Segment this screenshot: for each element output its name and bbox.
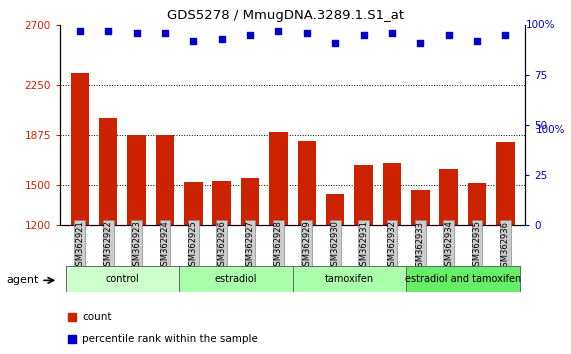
Text: GSM362925: GSM362925 <box>189 221 198 272</box>
Point <box>103 28 112 34</box>
Point <box>75 28 85 34</box>
Text: estradiol: estradiol <box>215 274 257 284</box>
Text: GSM362923: GSM362923 <box>132 221 141 272</box>
Text: GSM362921: GSM362921 <box>75 221 85 272</box>
Point <box>246 32 255 38</box>
Point <box>416 40 425 46</box>
Point <box>359 32 368 38</box>
Point <box>132 30 141 36</box>
Point <box>473 38 482 44</box>
Bar <box>297 141 316 225</box>
Bar <box>355 165 373 225</box>
Text: control: control <box>106 274 139 284</box>
FancyBboxPatch shape <box>406 266 520 292</box>
Text: GDS5278 / MmugDNA.3289.1.S1_at: GDS5278 / MmugDNA.3289.1.S1_at <box>167 9 404 22</box>
Text: GSM362922: GSM362922 <box>104 221 112 272</box>
Text: GSM362929: GSM362929 <box>302 221 311 272</box>
Bar <box>326 194 344 225</box>
Text: GSM362935: GSM362935 <box>473 221 481 272</box>
Bar <box>241 178 259 225</box>
Bar <box>411 190 429 225</box>
Text: GSM362931: GSM362931 <box>359 221 368 272</box>
Bar <box>184 182 203 225</box>
Bar <box>71 73 89 225</box>
Bar <box>270 132 288 225</box>
Text: 100%: 100% <box>525 20 555 30</box>
Point <box>387 30 396 36</box>
FancyBboxPatch shape <box>179 266 292 292</box>
Point <box>302 30 311 36</box>
Text: GSM362933: GSM362933 <box>416 221 425 272</box>
Point <box>394 23 403 29</box>
Point <box>394 220 403 226</box>
Bar <box>127 136 146 225</box>
Text: GSM362928: GSM362928 <box>274 221 283 272</box>
Point <box>274 28 283 34</box>
Bar <box>383 164 401 225</box>
Point <box>217 36 226 42</box>
Point <box>444 32 453 38</box>
Text: tamoxifen: tamoxifen <box>325 274 374 284</box>
Text: count: count <box>82 312 112 322</box>
Bar <box>440 169 458 225</box>
Bar <box>212 181 231 225</box>
Bar <box>496 142 514 225</box>
Text: GSM362930: GSM362930 <box>331 221 340 272</box>
Point <box>331 40 340 46</box>
Text: GSM362927: GSM362927 <box>246 221 255 272</box>
Text: GSM362926: GSM362926 <box>217 221 226 272</box>
Point <box>501 32 510 38</box>
Point <box>160 30 170 36</box>
Bar <box>99 118 118 225</box>
FancyBboxPatch shape <box>292 266 406 292</box>
Text: GSM362932: GSM362932 <box>388 221 396 272</box>
Text: agent: agent <box>7 275 39 285</box>
Text: GSM362924: GSM362924 <box>160 221 170 272</box>
Text: GSM362936: GSM362936 <box>501 221 510 272</box>
Bar <box>468 183 486 225</box>
Point <box>189 38 198 44</box>
Bar <box>156 135 174 225</box>
Y-axis label: 100%: 100% <box>536 125 565 135</box>
FancyBboxPatch shape <box>66 266 179 292</box>
Text: percentile rank within the sample: percentile rank within the sample <box>82 334 258 344</box>
Text: GSM362934: GSM362934 <box>444 221 453 272</box>
Text: estradiol and tamoxifen: estradiol and tamoxifen <box>405 274 521 284</box>
